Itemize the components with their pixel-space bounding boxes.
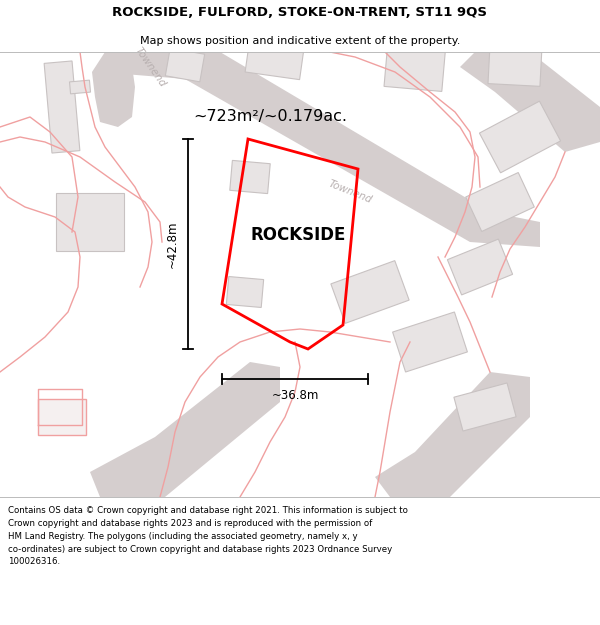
Text: Townend: Townend xyxy=(133,45,167,89)
Text: ~723m²/~0.179ac.: ~723m²/~0.179ac. xyxy=(193,109,347,124)
Polygon shape xyxy=(392,312,467,372)
Text: ~42.8m: ~42.8m xyxy=(166,220,179,268)
Polygon shape xyxy=(70,80,91,94)
Polygon shape xyxy=(454,383,516,431)
Polygon shape xyxy=(92,52,135,127)
Polygon shape xyxy=(166,48,205,82)
Polygon shape xyxy=(384,39,446,91)
Polygon shape xyxy=(488,44,542,86)
Polygon shape xyxy=(226,276,263,308)
Polygon shape xyxy=(466,173,535,231)
Polygon shape xyxy=(56,193,124,251)
Polygon shape xyxy=(38,399,86,435)
Polygon shape xyxy=(230,161,270,194)
Polygon shape xyxy=(375,372,530,497)
Text: Map shows position and indicative extent of the property.: Map shows position and indicative extent… xyxy=(140,36,460,46)
Text: ~36.8m: ~36.8m xyxy=(271,389,319,402)
Polygon shape xyxy=(331,261,409,323)
Polygon shape xyxy=(479,101,560,173)
Polygon shape xyxy=(460,52,600,152)
Polygon shape xyxy=(44,61,80,153)
Text: Townend: Townend xyxy=(326,179,373,205)
Text: Contains OS data © Crown copyright and database right 2021. This information is : Contains OS data © Crown copyright and d… xyxy=(8,506,407,566)
Text: ROCKSIDE: ROCKSIDE xyxy=(250,226,346,244)
Text: ROCKSIDE, FULFORD, STOKE-ON-TRENT, ST11 9QS: ROCKSIDE, FULFORD, STOKE-ON-TRENT, ST11 … xyxy=(113,6,487,19)
Polygon shape xyxy=(245,34,305,79)
Polygon shape xyxy=(448,239,512,295)
Polygon shape xyxy=(100,52,540,247)
Polygon shape xyxy=(90,362,280,497)
